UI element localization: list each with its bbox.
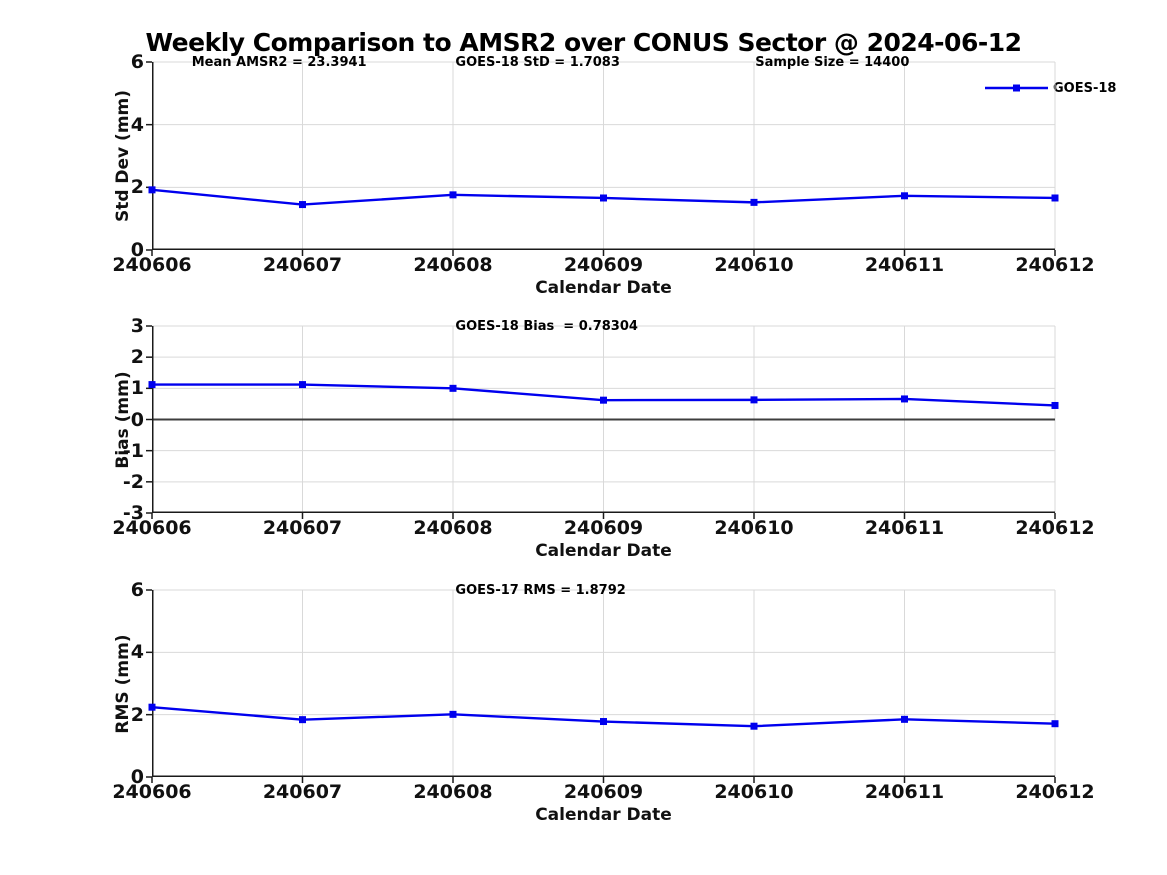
x-tick-label: 240606 [112, 254, 192, 276]
series-marker [1051, 401, 1059, 409]
x-tick-label: 240608 [413, 517, 493, 539]
series-marker [449, 710, 457, 718]
series-marker [299, 201, 306, 209]
x-tick-label: 240612 [1015, 517, 1095, 539]
series-marker [449, 384, 457, 392]
x-tick-label: 240607 [262, 254, 343, 276]
x-tick-label: 240609 [563, 517, 644, 539]
series-marker [750, 198, 758, 206]
x-axis-label-bias: Calendar Date [535, 541, 672, 561]
x-tick-label: 240609 [563, 781, 644, 803]
y-tick-label: 4 [130, 113, 144, 136]
plot-annotation: GOES-18 StD = 1.7083 [455, 55, 620, 70]
legend-label: GOES-18 [1053, 81, 1117, 96]
x-tick-label: 240612 [1015, 781, 1095, 803]
x-tick-label: 240611 [864, 781, 945, 803]
x-tick-label: 240608 [413, 254, 493, 276]
series-marker [148, 381, 156, 389]
figure-title: Weekly Comparison to AMSR2 over CONUS Se… [145, 28, 1022, 57]
y-tick-label: -2 [122, 470, 144, 493]
y-tick-label: 3 [130, 315, 144, 337]
x-tick-label: 240611 [864, 254, 945, 276]
plot-annotation: Mean AMSR2 = 23.3941 [191, 55, 367, 70]
series-marker [449, 191, 457, 199]
y-tick-label: 6 [130, 51, 144, 73]
series-marker [148, 703, 156, 711]
y-tick-label: 0 [130, 408, 144, 431]
series-marker [600, 396, 607, 404]
x-tick-label: 240610 [714, 517, 794, 539]
series-marker [1051, 720, 1059, 728]
x-tick-label: 240607 [262, 517, 343, 539]
plot-area [146, 589, 1059, 783]
series-marker [148, 186, 156, 194]
y-tick-label: 2 [130, 703, 144, 726]
series-marker [750, 722, 758, 730]
x-tick-label: 240612 [1015, 254, 1095, 276]
series-marker [901, 395, 908, 403]
y-tick-label: -3 [122, 502, 144, 524]
x-tick-label: 240610 [714, 781, 794, 803]
plot-area [146, 325, 1059, 519]
series-marker [750, 396, 758, 404]
y-tick-label: 2 [130, 346, 144, 369]
plot-area [146, 61, 1059, 256]
y-tick-label: 0 [130, 239, 144, 261]
series-marker [901, 192, 908, 200]
x-tick-label: 240608 [413, 781, 493, 803]
plot-annotation: Sample Size = 14400 [755, 55, 910, 70]
y-tick-label: 2 [130, 176, 144, 199]
series-marker [299, 716, 306, 724]
plot-annotation: GOES-17 RMS = 1.8792 [455, 583, 626, 598]
x-tick-label: 240611 [864, 517, 945, 539]
x-tick-label: 240609 [563, 254, 644, 276]
series-marker [901, 715, 908, 723]
series-marker [600, 194, 607, 202]
series-marker [299, 381, 306, 389]
y-tick-label: 4 [130, 641, 144, 664]
series-marker [600, 718, 607, 726]
series-marker [1051, 194, 1059, 202]
x-tick-label: 240606 [112, 781, 192, 803]
y-tick-label: 6 [130, 579, 144, 601]
y-axis-label-stddev: Std Dev (mm) [113, 89, 133, 223]
y-tick-label: 0 [130, 766, 144, 788]
x-tick-label: 240607 [262, 781, 343, 803]
y-tick-label: 1 [130, 377, 144, 400]
x-tick-label: 240610 [714, 254, 794, 276]
x-axis-label-rms: Calendar Date [535, 805, 672, 825]
legend-marker-sample [1013, 84, 1020, 92]
y-tick-label: -1 [122, 439, 144, 462]
y-axis-label-rms: RMS (mm) [113, 634, 133, 734]
x-axis-label-stddev: Calendar Date [535, 278, 672, 298]
x-tick-label: 240606 [112, 517, 192, 539]
plot-annotation: GOES-18 Bias = 0.78304 [455, 319, 638, 334]
